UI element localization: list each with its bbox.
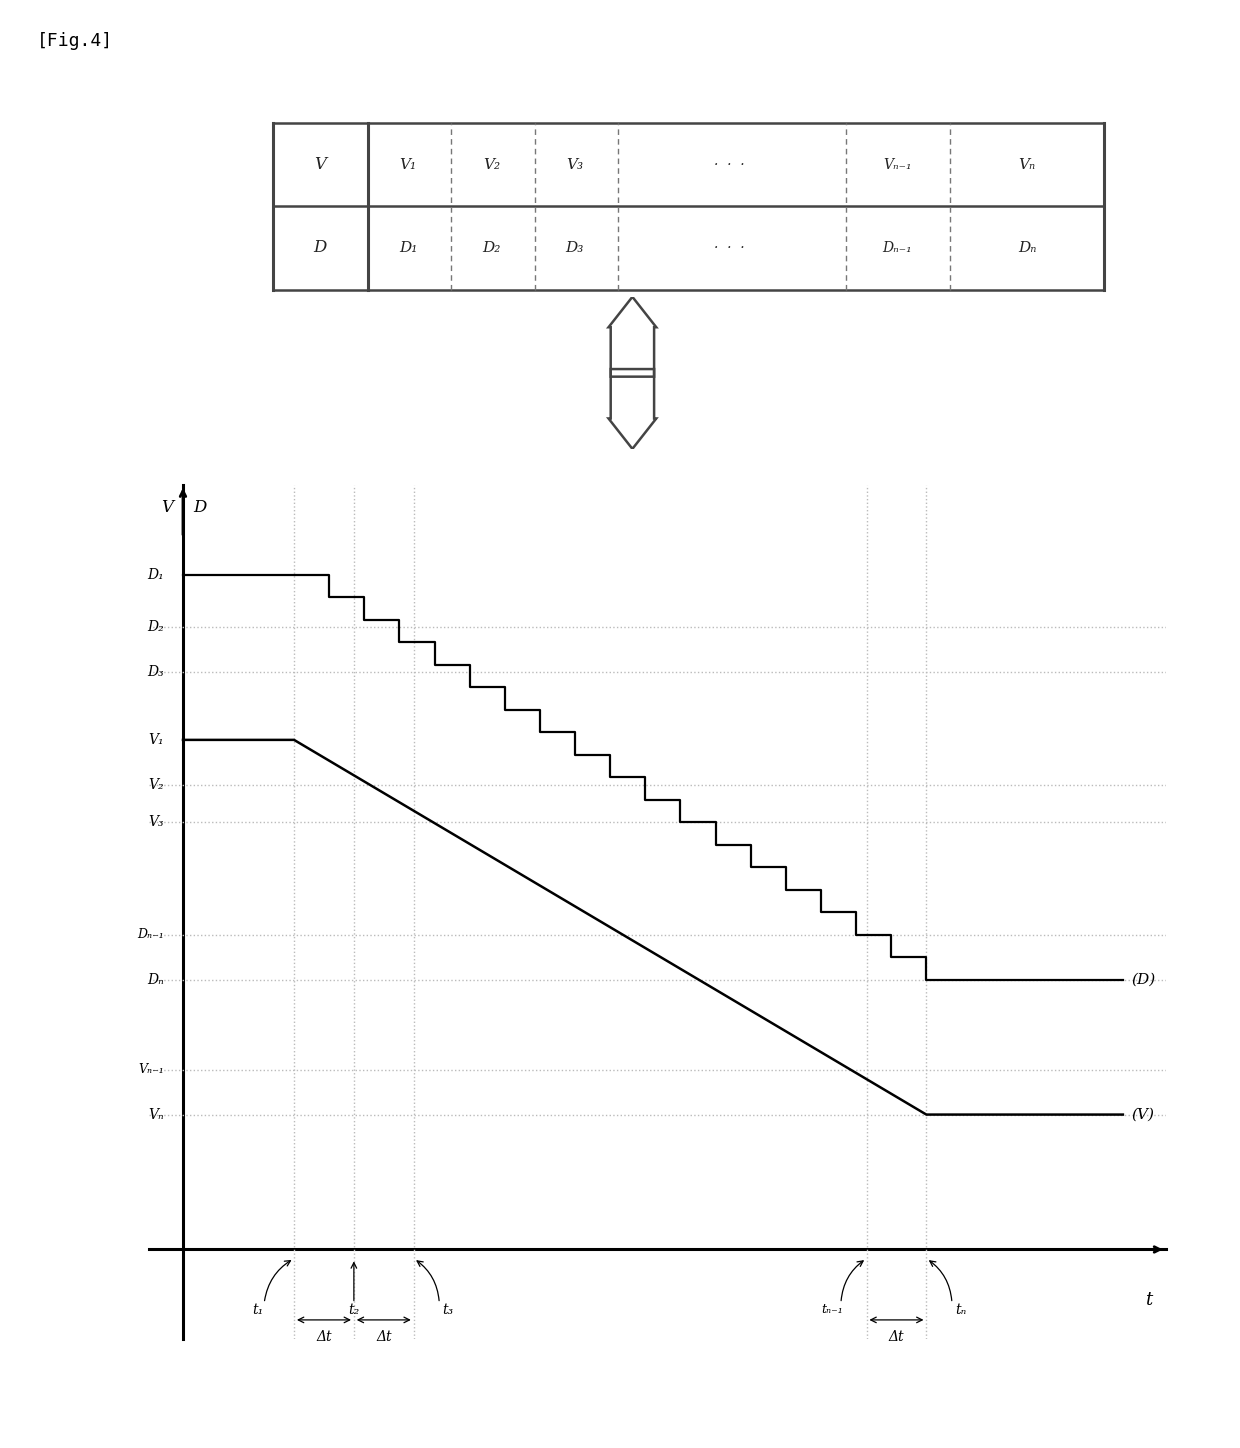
Text: (D): (D) xyxy=(1131,973,1156,986)
Text: D₂: D₂ xyxy=(482,240,501,255)
Text: Vₙ: Vₙ xyxy=(149,1108,164,1122)
Text: ·  ·  ·: · · · xyxy=(714,240,745,255)
Text: Vₙ: Vₙ xyxy=(1018,158,1035,172)
Text: t₁: t₁ xyxy=(253,1303,264,1318)
Text: tₙ: tₙ xyxy=(955,1303,966,1318)
Text: t₃: t₃ xyxy=(443,1303,454,1318)
Text: Vₙ₋₁: Vₙ₋₁ xyxy=(139,1063,164,1076)
Text: D₃: D₃ xyxy=(565,240,584,255)
Text: V: V xyxy=(314,156,326,174)
Text: V₁: V₁ xyxy=(399,158,417,172)
Text: V₂: V₂ xyxy=(149,778,164,792)
Text: t₂: t₂ xyxy=(348,1303,360,1318)
Text: ·  ·  ·: · · · xyxy=(714,158,745,172)
Text: D₃: D₃ xyxy=(148,666,164,679)
Text: D₂: D₂ xyxy=(148,620,164,634)
Text: Dₙ: Dₙ xyxy=(148,973,164,986)
Text: Δt: Δt xyxy=(889,1329,904,1344)
Text: tₙ₋₁: tₙ₋₁ xyxy=(821,1303,843,1316)
Text: Vₙ₋₁: Vₙ₋₁ xyxy=(883,158,911,172)
Text: V₂: V₂ xyxy=(482,158,500,172)
Text: Δt: Δt xyxy=(376,1329,392,1344)
Text: Dₙ: Dₙ xyxy=(1018,240,1037,255)
Text: V₃: V₃ xyxy=(565,158,583,172)
Text: t: t xyxy=(1145,1290,1152,1309)
Text: V₃: V₃ xyxy=(149,815,164,830)
Text: Δt: Δt xyxy=(316,1329,332,1344)
Text: D: D xyxy=(314,239,327,256)
Text: D₁: D₁ xyxy=(399,240,418,255)
Text: Dₙ₋₁: Dₙ₋₁ xyxy=(138,928,164,941)
Text: D₁: D₁ xyxy=(148,568,164,582)
Text: V₁: V₁ xyxy=(149,733,164,747)
Text: D: D xyxy=(193,500,207,515)
Text: (V): (V) xyxy=(1131,1108,1154,1122)
Text: [Fig.4]: [Fig.4] xyxy=(37,32,113,49)
Text: Dₙ₋₁: Dₙ₋₁ xyxy=(883,240,913,255)
Text: V: V xyxy=(161,500,172,515)
